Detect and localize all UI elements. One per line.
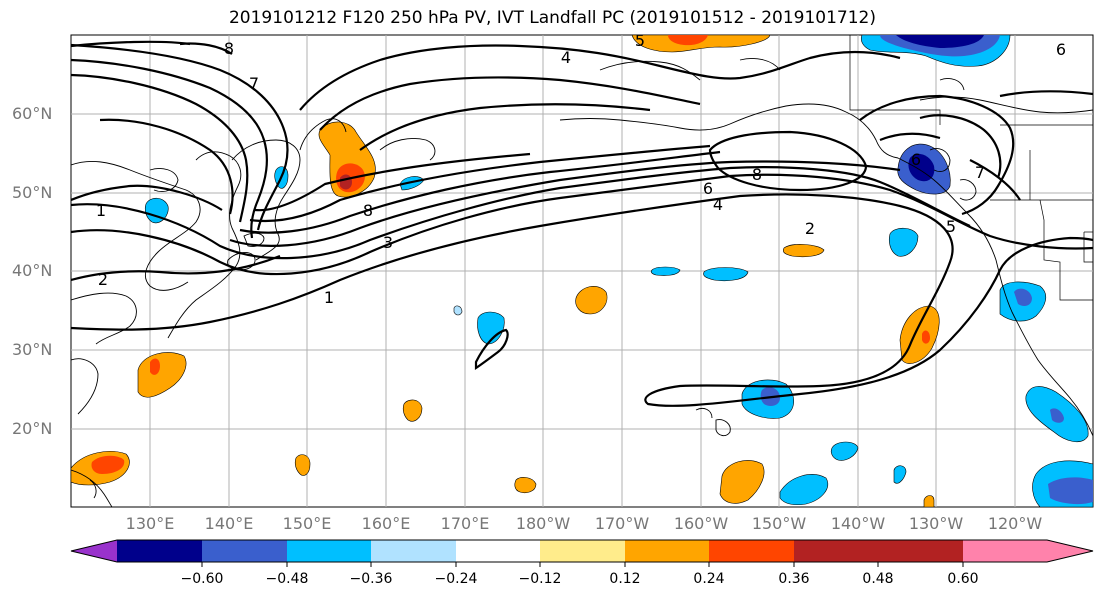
contour-label: 6 [911, 150, 921, 169]
colorbar-tick-label: −0.24 [434, 571, 478, 587]
colorbar-tick-label: −0.48 [265, 571, 309, 587]
colorbar-tick-label: −0.60 [180, 571, 224, 587]
lon-label: 130°E [125, 514, 175, 533]
contour-label: 7 [249, 74, 259, 93]
contour-label: 8 [224, 39, 234, 58]
lon-label: 140°W [830, 514, 886, 533]
colorbar-tick-label: −0.36 [349, 571, 393, 587]
colorbar-segment [371, 540, 456, 562]
colorbar-tick-label: 0.48 [862, 571, 894, 587]
colorbar-tick-label: 0.24 [693, 571, 725, 587]
colorbar-segment [456, 540, 540, 562]
colorbar [70, 539, 1094, 567]
contour-label: 3 [383, 233, 393, 252]
colorbar-tick-label: −0.12 [518, 571, 562, 587]
colorbar-segment [709, 540, 794, 562]
colorbar-segment [625, 540, 709, 562]
contour-label: 8 [363, 201, 373, 220]
lon-label: 150°W [751, 514, 807, 533]
lon-label: 150°E [282, 514, 332, 533]
contour-label: 5 [946, 217, 956, 236]
contour-label: 2 [805, 219, 815, 238]
contour-label: 6 [1056, 40, 1066, 59]
lon-label: 130°W [908, 514, 964, 533]
contour-label: 8 [752, 165, 762, 184]
contour-labels: 8 7 5 4 6 8 6 4 2 5 7 1 2 1 3 8 6 [96, 31, 1066, 307]
colorbar-segment [794, 540, 878, 562]
contour-label: 1 [96, 201, 106, 220]
lat-label-40n: 40°N [12, 261, 53, 280]
contour-label: 2 [98, 270, 108, 289]
coastlines [71, 58, 1093, 507]
pv-contours [71, 40, 1093, 407]
contour-label: 6 [703, 179, 713, 198]
colorbar-extend-max [878, 540, 963, 562]
map-title: 2019101212 F120 250 hPa PV, IVT Landfall… [228, 8, 876, 28]
colorbar-segment [202, 540, 287, 562]
lat-label-50n: 50°N [12, 183, 53, 202]
colorbar-segment [540, 540, 625, 562]
boundaries [849, 35, 1093, 301]
colorbar-segment [287, 540, 371, 562]
lon-label: 170°W [594, 514, 650, 533]
lon-label: 170°E [440, 514, 490, 533]
contour-label: 1 [324, 288, 334, 307]
colorbar-extend-min [71, 540, 117, 562]
lat-label-30n: 30°N [12, 340, 53, 359]
contour-label: 4 [713, 195, 723, 214]
lon-label: 160°W [673, 514, 729, 533]
contour-label: 5 [635, 31, 645, 50]
ivt-negative-anomalies [144, 35, 1093, 507]
colorbar-outline [70, 539, 1094, 563]
lat-label-60n: 60°N [12, 104, 53, 123]
colorbar-tick-label: 0.36 [778, 571, 810, 587]
lon-label: 120°W [987, 514, 1043, 533]
lat-label-20n: 20°N [12, 419, 53, 438]
lon-label: 180°W [515, 514, 571, 533]
contour-label: 4 [561, 48, 571, 67]
lon-label: 160°E [361, 514, 411, 533]
colorbar-tick-label: 0.12 [609, 571, 641, 587]
colorbar-tick-label: 0.60 [947, 571, 979, 587]
colorbar-segment [117, 540, 202, 562]
lon-label: 140°E [204, 514, 254, 533]
contour-label: 7 [975, 163, 985, 182]
colorbar-extend-max-tip [963, 540, 1093, 562]
